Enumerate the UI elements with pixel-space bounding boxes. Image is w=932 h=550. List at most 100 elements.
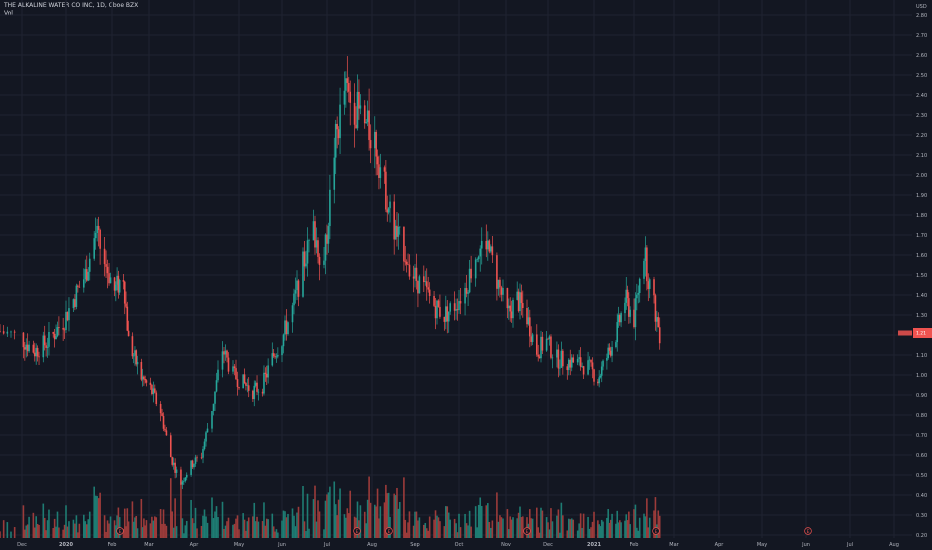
earnings-marker-icon: [353, 527, 361, 535]
x-tick-label: Feb: [108, 542, 117, 548]
volume-bar: [203, 509, 206, 538]
candle-body: [267, 365, 269, 378]
volume-bar: [548, 529, 551, 538]
volume-bar: [152, 520, 155, 538]
candle-body: [308, 240, 310, 242]
earnings-marker-icon: [385, 527, 393, 535]
candle-body: [396, 225, 398, 237]
candle-body: [608, 347, 611, 351]
candle-body: [2, 331, 5, 334]
volume-bar: [349, 490, 352, 538]
candle-body: [337, 129, 340, 139]
volume-bar: [545, 517, 548, 538]
volume-bar: [510, 519, 513, 538]
volume-bar: [293, 515, 295, 538]
volume-bar: [490, 527, 492, 538]
candle-body: [509, 305, 511, 312]
volume-bar: [386, 493, 389, 538]
candle-body: [602, 360, 604, 367]
volume-bar: [46, 520, 49, 538]
candle-body: [233, 366, 236, 369]
volume-bar: [517, 512, 520, 538]
candle-body: [479, 248, 482, 257]
volume-bar: [562, 515, 564, 538]
volume-bar: [305, 531, 307, 538]
candle-body: [653, 279, 655, 296]
volume-bar: [496, 492, 498, 538]
candle-body: [517, 291, 520, 312]
volume-bar: [538, 532, 541, 538]
candle-body: [545, 338, 548, 351]
volume-bar: [145, 520, 148, 538]
last-price-box: [913, 328, 932, 338]
candle-body: [560, 350, 563, 368]
volume-bar: [257, 521, 260, 538]
candle-body: [434, 305, 437, 319]
candle-body: [506, 287, 509, 309]
candle-body: [464, 288, 466, 304]
candle-body: [108, 273, 110, 284]
volume-bar: [405, 532, 408, 538]
candle-body: [376, 156, 379, 165]
candle-body: [404, 261, 407, 263]
candle-body: [252, 390, 254, 400]
y-tick-label: 1.60: [916, 253, 927, 259]
volume-bar: [397, 508, 400, 538]
x-tick-label: Mar: [669, 542, 679, 548]
volume-bar: [333, 481, 336, 538]
candle-body: [306, 240, 309, 264]
volume-bar: [368, 476, 370, 538]
volume-bar: [616, 510, 619, 538]
volume-bar: [38, 524, 40, 538]
candle-body: [45, 345, 47, 348]
volume-bar: [103, 515, 106, 538]
volume-bar: [500, 517, 503, 538]
volume-bar: [487, 503, 489, 538]
candle-body: [155, 392, 158, 404]
volume-bar: [643, 513, 645, 538]
x-tick-label: May: [234, 542, 244, 548]
volume-bar: [334, 504, 337, 538]
candle-body: [103, 248, 106, 265]
volume-bar: [403, 477, 405, 538]
volume-bar: [591, 521, 594, 538]
volume-bar: [2, 520, 5, 538]
volume-bar: [247, 517, 250, 538]
volume-bar: [458, 513, 460, 538]
volume-bar: [303, 521, 306, 538]
candle-body: [162, 415, 165, 429]
candle-body: [282, 334, 285, 347]
candle-body: [125, 303, 127, 307]
candle-body: [536, 334, 538, 355]
x-tick-label: Apr: [190, 542, 200, 548]
volume-bar: [165, 525, 168, 538]
candle-body: [126, 306, 129, 331]
candle-body: [149, 382, 152, 385]
candle-body: [118, 280, 121, 293]
price-axis: 0.20 0.30 0.40 0.50 0.60 0.70 0.80 0.90 1.00 1.10…: [916, 4, 927, 539]
volume-bar: [149, 523, 152, 538]
last-price-tag: 1.21: [898, 328, 932, 338]
candle-body: [369, 140, 372, 149]
candle-body: [647, 281, 650, 289]
candle-body: [611, 347, 613, 356]
volume-bar: [238, 529, 240, 538]
volume-bar: [433, 519, 435, 538]
candle-body: [154, 388, 156, 393]
volume-bar: [633, 509, 635, 538]
candle-body: [405, 261, 408, 265]
volume-bar: [65, 505, 67, 538]
volume-bar: [84, 521, 87, 538]
candle-body: [164, 428, 166, 431]
volume-bar: [315, 521, 318, 538]
candle-body: [181, 481, 184, 485]
candle-body: [246, 385, 249, 387]
candle-body: [587, 360, 589, 375]
candle-body: [467, 292, 469, 294]
volume-bar: [497, 521, 500, 538]
volume-bar: [144, 525, 146, 538]
volume-bar: [445, 506, 447, 538]
candle-body: [169, 435, 172, 458]
volume-bar: [97, 498, 100, 538]
